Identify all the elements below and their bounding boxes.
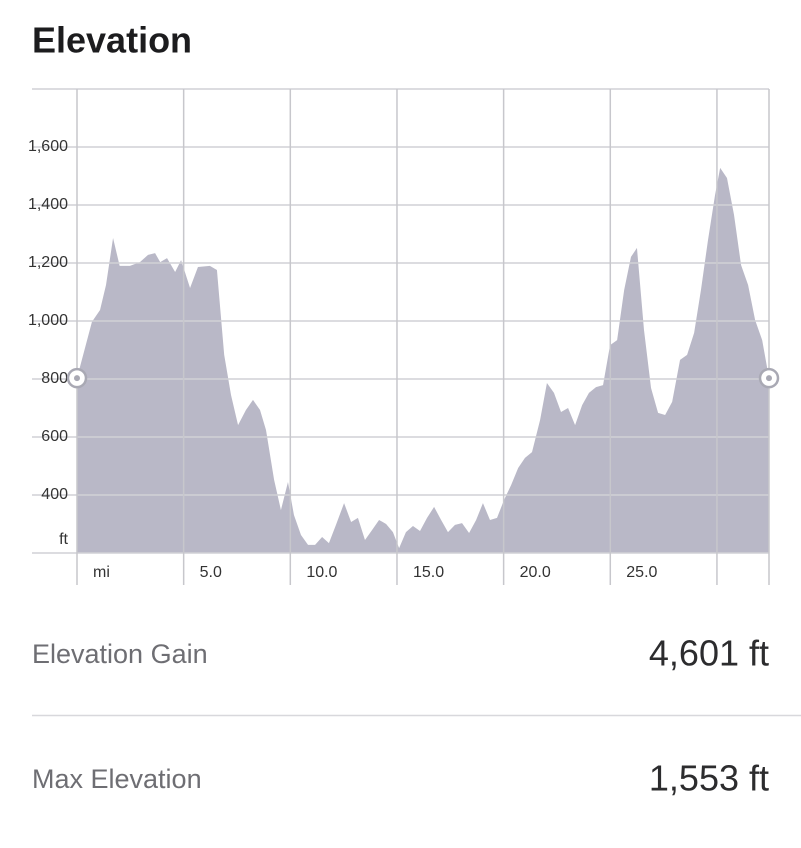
elevation-area	[77, 167, 769, 553]
stat-value: 1,553 ft	[649, 758, 769, 799]
y-tick-label: 800	[41, 370, 68, 387]
y-tick-label: 1,400	[28, 196, 68, 213]
chart: 400 600 800 1,000 1,200 1,400 1,600 5.0 10.0 15.0…	[28, 88, 780, 585]
x-axis-unit: mi	[93, 564, 110, 581]
y-axis-unit: ft	[59, 531, 68, 548]
y-tick-label: 1,200	[28, 254, 68, 271]
x-tick-label: 10.0	[306, 564, 337, 581]
x-tick-label: 5.0	[200, 564, 222, 581]
endpoint-dot	[74, 375, 80, 382]
stat-label: Elevation Gain	[32, 639, 208, 669]
y-tick-label: 1,000	[28, 312, 68, 329]
chart-title: Elevation	[32, 20, 192, 61]
x-tick-label: 15.0	[413, 564, 444, 581]
x-tick-label: 25.0	[626, 564, 657, 581]
endpoint-dot	[766, 375, 772, 382]
y-tick-label: 400	[41, 486, 68, 503]
stat-label: Max Elevation	[32, 764, 202, 794]
y-tick-label: 600	[41, 428, 68, 445]
stat-value: 4,601 ft	[649, 633, 769, 674]
y-tick-label: 1,600	[28, 138, 68, 155]
x-tick-label: 20.0	[520, 564, 551, 581]
